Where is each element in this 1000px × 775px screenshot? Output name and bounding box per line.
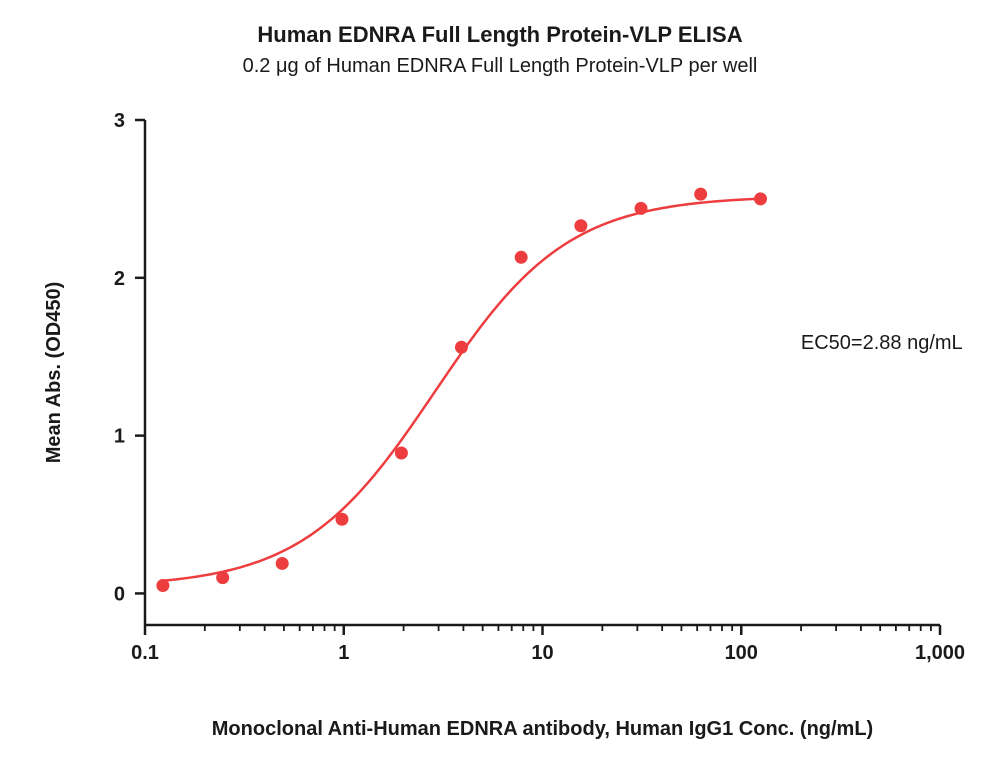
data-point [634, 202, 647, 215]
elisa-chart: Human EDNRA Full Length Protein-VLP ELIS… [0, 0, 1000, 775]
data-point [336, 513, 349, 526]
y-tick-label: 1 [114, 426, 125, 448]
data-point [574, 219, 587, 232]
chart-subtitle: 0.2 μg of Human EDNRA Full Length Protei… [243, 55, 758, 77]
data-point [276, 557, 289, 570]
y-axis-label: Mean Abs. (OD450) [43, 282, 65, 464]
y-tick-label: 3 [114, 110, 125, 132]
data-point [156, 579, 169, 592]
data-point [515, 251, 528, 264]
chart-container: Human EDNRA Full Length Protein-VLP ELIS… [0, 0, 1000, 775]
data-point [694, 188, 707, 201]
x-tick-label: 1,000 [915, 642, 965, 664]
y-tick-label: 0 [114, 583, 125, 605]
x-tick-label: 10 [531, 642, 553, 664]
chart-title: Human EDNRA Full Length Protein-VLP ELIS… [257, 22, 742, 47]
x-tick-label: 100 [725, 642, 758, 664]
x-tick-label: 0.1 [131, 642, 159, 664]
data-point [216, 571, 229, 584]
y-tick-label: 2 [114, 268, 125, 290]
x-axis-label: Monoclonal Anti-Human EDNRA antibody, Hu… [212, 718, 873, 740]
x-tick-label: 1 [338, 642, 349, 664]
data-point [754, 192, 767, 205]
ec50-annotation: EC50=2.88 ng/mL [801, 332, 963, 354]
data-point [395, 446, 408, 459]
data-point [455, 341, 468, 354]
